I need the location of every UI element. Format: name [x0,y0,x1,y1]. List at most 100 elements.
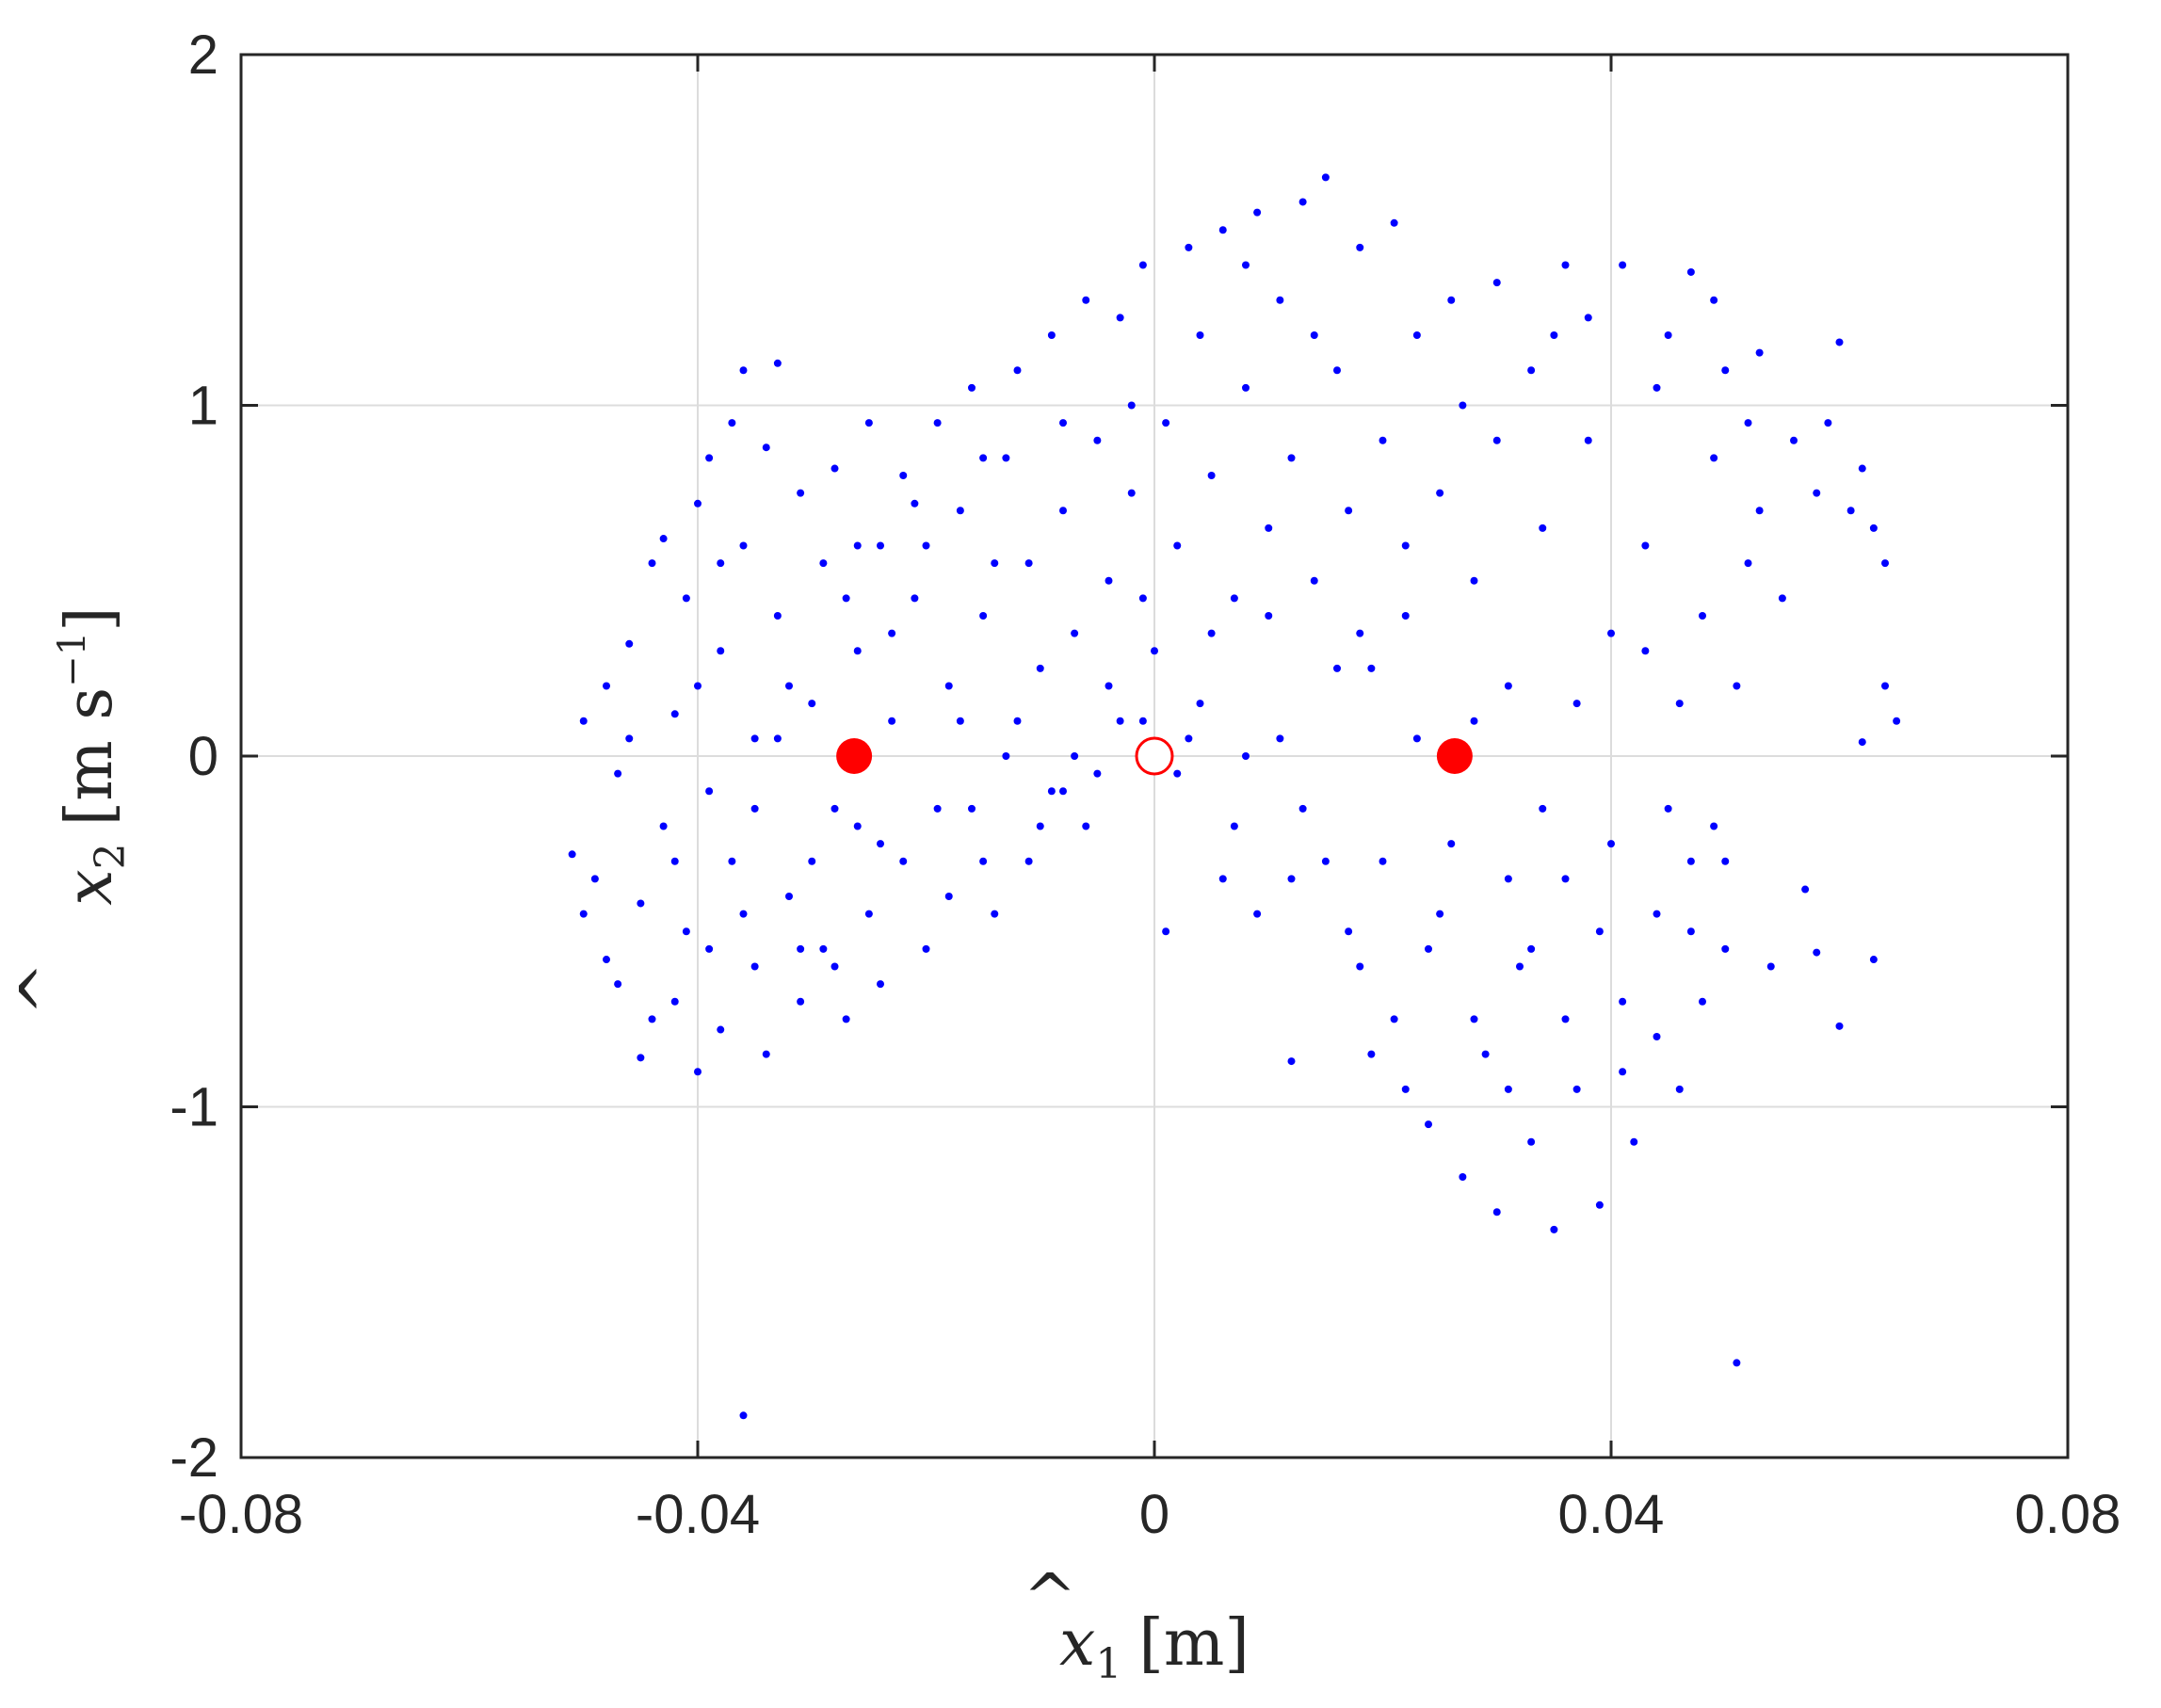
scatter-point [750,962,759,971]
scatter-point [864,419,873,427]
scatter-point [1459,401,1467,410]
scatter-point [1835,338,1844,346]
scatter-point [1333,664,1341,672]
x-tick-label: 0.04 [1558,1484,1665,1545]
scatter-point [773,734,782,743]
scatter-point [1356,629,1364,637]
scatter-point [1470,576,1478,585]
scatter-point [637,1054,645,1062]
scatter-point [1287,454,1296,462]
scatter-point [1527,1137,1536,1146]
scatter-point [1401,541,1410,550]
scatter-point [739,1411,748,1420]
scatter-point [1093,769,1102,778]
scatter-point [1813,948,1821,957]
scatter-point [1036,664,1044,672]
scatter-point [1047,787,1056,796]
scatter-point [1298,804,1307,813]
scatter-point [694,682,702,690]
scatter-point [625,734,634,743]
scatter-point [933,804,942,813]
scatter-point [1287,875,1296,883]
scatter-point [1071,752,1079,760]
scatter-point [1127,401,1136,410]
x-axis-label: x1 [m] [1059,1606,1250,1688]
y-axis-var: x [53,869,127,905]
scatter-point [1310,331,1318,339]
scatter-point [1881,682,1889,690]
scatter-point [603,682,610,690]
scatter-point [1630,1137,1638,1146]
scatter-point [1813,489,1821,497]
scatter-point [717,1025,725,1034]
scatter-point [1379,436,1387,444]
scatter-point [864,910,873,918]
scatter-point [705,454,714,462]
scatter-point [648,559,656,568]
scatter-point [1778,594,1786,603]
scatter-point [670,710,679,718]
scatter-point [739,366,748,375]
scatter-point [1093,436,1102,444]
scatter-point [1002,752,1010,760]
scatter-point [1218,875,1227,883]
scatter-point [614,980,622,989]
scatter-point [1447,840,1456,848]
x-axis-subscript: 1 [1095,1640,1121,1688]
axis-ticks [239,53,2070,1459]
scatter-point [1138,594,1147,603]
scatter-point [1641,647,1650,655]
scatter-point [1333,366,1341,375]
scatter-point [728,857,736,865]
scatter-point [1504,1085,1512,1093]
scatter-point [1607,840,1615,848]
scatter-point [944,893,953,900]
scatter-point [1561,875,1570,883]
x-tick-label: 0.08 [2015,1484,2121,1545]
scatter-point [670,997,679,1006]
scatter-point [1504,875,1512,883]
scatter-point [1116,717,1124,725]
scatter-point [659,535,668,543]
scatter-point [603,956,610,964]
scatter-point [797,944,805,953]
scatter-point [1766,962,1775,971]
scatter-point [1869,524,1878,532]
scatter-point [853,647,862,655]
scatter-point [1412,734,1421,743]
scatter-point [1047,331,1056,339]
scatter-point [1138,717,1147,725]
scatter-point [1516,962,1524,971]
scatter-point [1653,383,1661,392]
scatter-point [1619,261,1627,269]
scatter-point [1733,1359,1741,1367]
scatter-point [705,944,714,953]
stable-equilibrium-marker [836,738,873,774]
scatter-point [694,499,702,508]
scatter-point [808,700,816,708]
scatter-point [1459,1173,1467,1181]
scatter-point [1321,857,1330,865]
scatter-point [590,875,599,883]
scatter-point [1116,314,1124,322]
scatter-point [682,927,690,936]
scatter-point [1105,576,1113,585]
scatter-point [1801,885,1810,894]
scatter-point [614,769,622,778]
scatter-point [1024,857,1033,865]
scatter-point [831,962,839,971]
scatter-point [842,594,850,603]
scatter-point [1356,962,1364,971]
scatter-point [1059,419,1067,427]
scatter-point [1242,261,1250,269]
scatter-point [1253,208,1262,217]
scatter-point [1755,507,1764,515]
y-tick-label: 0 [188,726,218,787]
y-axis-unit-exponent: −1 [51,632,94,687]
scatter-point [1059,787,1067,796]
y-axis-unit: [m s [53,687,127,827]
scatter-point [1276,296,1284,304]
scatter-point [1858,464,1866,473]
scatter-point [750,734,759,743]
scatter-point [1390,218,1398,227]
